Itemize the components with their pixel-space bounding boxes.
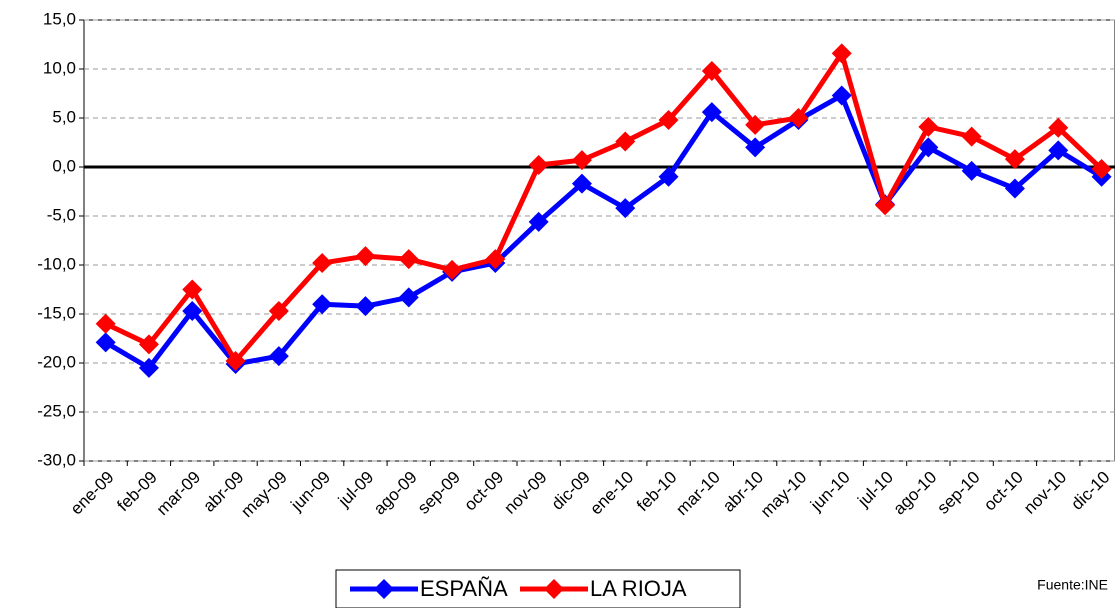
data-point: [268, 301, 289, 322]
data-point: [571, 150, 592, 171]
data-point: [571, 173, 592, 194]
data-point: [961, 160, 982, 181]
data-point: [745, 114, 766, 135]
x-tick-label: jun-09: [287, 468, 335, 516]
y-tick-label: 15,0: [43, 9, 76, 28]
x-tick-label: ago-10: [889, 468, 940, 519]
y-tick-label: -10,0: [37, 254, 76, 273]
data-point: [961, 126, 982, 147]
legend-marker: [544, 579, 564, 599]
data-point: [1004, 178, 1025, 199]
data-point: [1091, 158, 1112, 179]
data-point: [485, 249, 506, 270]
data-point: [528, 211, 549, 232]
data-point: [875, 195, 896, 216]
x-tick-label: nov-09: [500, 468, 550, 518]
data-point: [398, 249, 419, 270]
y-tick-label: -5,0: [47, 205, 76, 224]
x-tick-label: mar-09: [153, 468, 205, 520]
x-tick-label: jun-10: [806, 468, 854, 516]
data-point: [745, 137, 766, 158]
series: [95, 43, 1112, 372]
data-point: [615, 131, 636, 152]
data-point: [95, 332, 116, 353]
data-point: [355, 296, 376, 317]
y-tick-label: 0,0: [52, 156, 76, 175]
data-point: [788, 108, 809, 128]
x-tick-label: sep-09: [414, 468, 464, 518]
x-tick-label: mar-10: [672, 468, 724, 520]
y-tick-label: -25,0: [37, 401, 76, 420]
x-tick-label: ago-09: [370, 468, 421, 519]
data-point: [182, 279, 203, 300]
y-tick-label: -30,0: [37, 450, 76, 469]
data-point: [95, 313, 116, 334]
data-point: [182, 301, 203, 322]
y-tick-label: 10,0: [43, 58, 76, 77]
data-point: [658, 109, 679, 130]
data-point: [701, 60, 722, 81]
legend-label: ESPAÑA: [420, 576, 508, 601]
legend-marker: [374, 579, 394, 599]
data-point: [918, 137, 939, 158]
data-point: [528, 155, 549, 176]
data-point: [312, 294, 333, 315]
data-point: [831, 43, 852, 64]
data-point: [658, 166, 679, 187]
data-point: [268, 346, 289, 367]
data-point: [701, 102, 722, 123]
data-point: [1004, 149, 1025, 170]
x-tick-label: ene-09: [67, 468, 118, 519]
x-tick-label: ene-10: [586, 468, 637, 519]
data-point: [225, 351, 246, 372]
x-tick-label: oct-10: [980, 468, 1027, 515]
x-tick-label: may-10: [757, 468, 811, 522]
source-note: Fuente:INE: [1037, 577, 1108, 593]
data-point: [918, 116, 939, 137]
data-point: [138, 334, 159, 355]
x-tick-label: sep-10: [933, 468, 983, 518]
data-point: [831, 85, 852, 106]
y-tick-label: -15,0: [37, 303, 76, 322]
x-tick-label: oct-09: [461, 468, 508, 515]
data-point: [138, 357, 159, 378]
x-tick-label: may-09: [237, 468, 291, 522]
data-point: [442, 259, 463, 280]
legend-label: LA RIOJA: [590, 576, 687, 601]
y-tick-label: 5,0: [52, 107, 76, 126]
data-point: [312, 253, 333, 274]
y-tick-label: -20,0: [37, 352, 76, 371]
data-point: [398, 287, 419, 308]
data-point: [1048, 117, 1069, 138]
data-point: [615, 198, 636, 219]
x-tick-label: dic-10: [1067, 468, 1113, 514]
data-point: [1048, 140, 1069, 161]
x-tick-label: nov-10: [1020, 468, 1070, 518]
data-point: [355, 246, 376, 267]
plot-area: [83, 19, 1115, 462]
